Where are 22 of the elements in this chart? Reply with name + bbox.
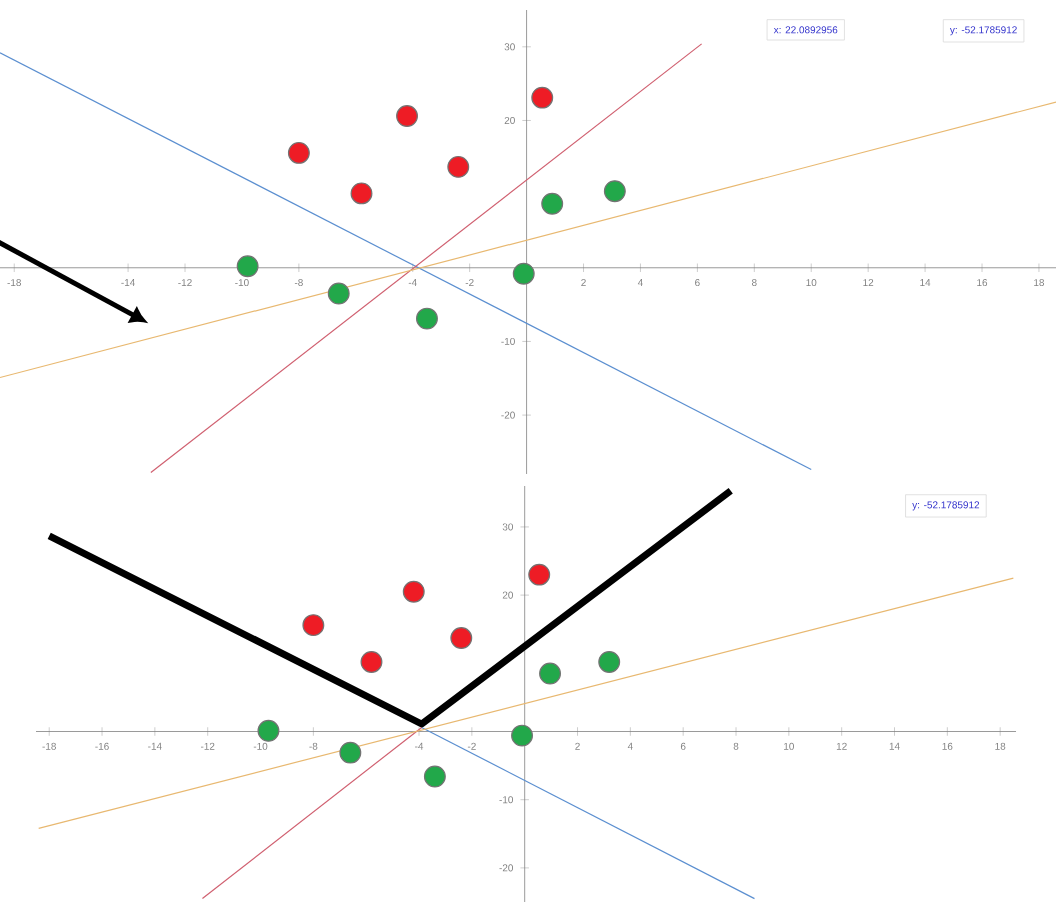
point [541,192,564,215]
point [511,724,534,747]
point [236,255,259,278]
point [396,105,418,128]
point [302,614,325,637]
point [528,563,551,586]
point [287,141,310,164]
point [360,650,383,673]
point [447,155,470,178]
point [603,180,626,203]
point [327,282,350,305]
point [339,741,362,764]
point [531,86,554,109]
point [539,662,562,685]
point [350,182,373,205]
point [402,580,425,603]
point [423,765,446,788]
point [450,627,473,650]
point [257,719,280,742]
point [512,262,535,285]
point [416,307,438,330]
point [598,650,621,673]
